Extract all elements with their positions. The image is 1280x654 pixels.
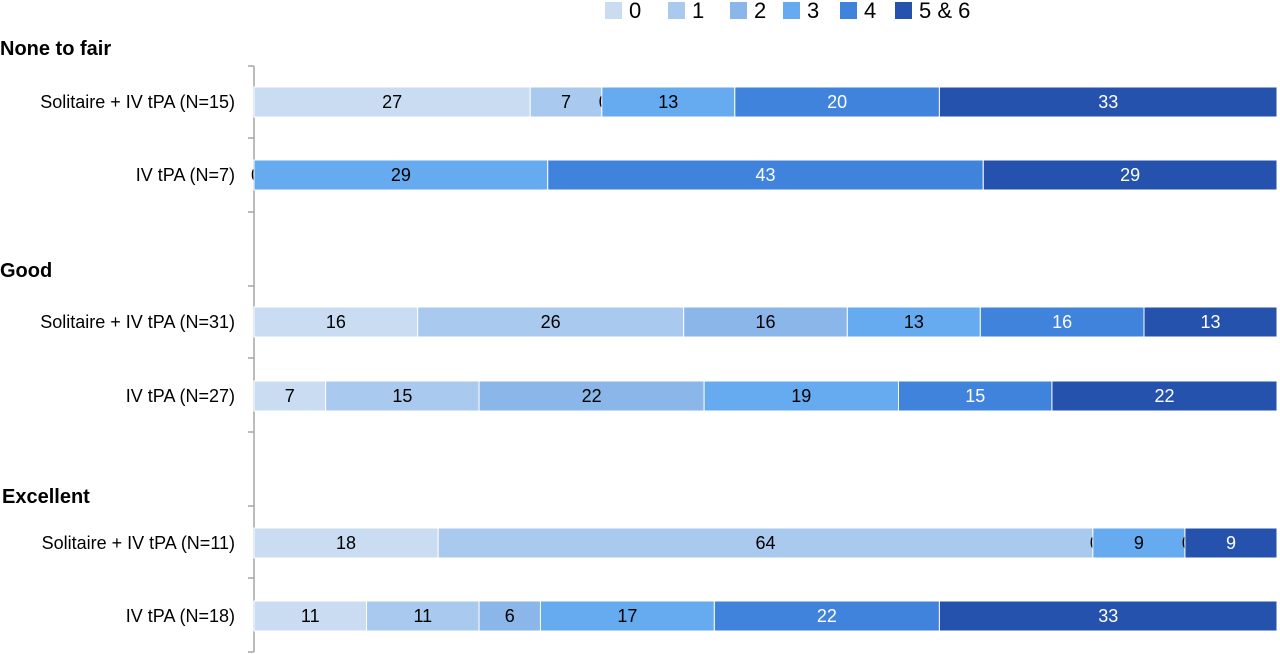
data-label: 22	[582, 386, 602, 406]
data-label: 13	[658, 92, 678, 112]
bar-segment	[417, 306, 685, 338]
bar-segment	[539, 600, 715, 632]
legend-item: 4	[840, 0, 876, 23]
bar-segment	[1143, 306, 1278, 338]
row-label: Solitaire + IV tPA (N=31)	[40, 312, 235, 332]
data-label: 16	[326, 312, 346, 332]
data-label: 15	[965, 386, 985, 406]
row-label: IV tPA (N=27)	[126, 386, 235, 406]
data-label: 29	[391, 165, 411, 185]
bar-segment	[897, 380, 1053, 412]
legend-swatch	[605, 2, 622, 19]
data-label: 27	[382, 92, 402, 112]
bar-segment	[253, 527, 439, 559]
bar-row: 2770132033	[253, 86, 1278, 118]
legend-label: 1	[692, 0, 704, 23]
bar-segment	[478, 600, 541, 632]
data-label: 6	[505, 606, 515, 626]
data-label: 15	[392, 386, 412, 406]
bar-segment	[1051, 380, 1278, 412]
bar-segment	[1184, 527, 1278, 559]
data-label: 7	[561, 92, 571, 112]
legend-item: 3	[783, 0, 819, 23]
legend-swatch	[730, 2, 747, 19]
category-labels: None to fair Solitaire + IV tPA (N=15) IV …	[0, 38, 235, 626]
data-label: 33	[1098, 92, 1118, 112]
data-label: 16	[755, 312, 775, 332]
group-label: Good	[0, 260, 52, 282]
data-label: 7	[285, 386, 295, 406]
data-label: 20	[827, 92, 847, 112]
bar-segment	[938, 600, 1278, 632]
data-label: 9	[1134, 533, 1144, 553]
bar-segment	[437, 527, 1094, 559]
data-label: 22	[817, 606, 837, 626]
row-label: Solitaire + IV tPA (N=15)	[40, 92, 235, 112]
group-label: None to fair	[0, 38, 111, 60]
row-label: IV tPA (N=7)	[136, 165, 235, 185]
bar-segment	[529, 86, 603, 118]
data-label: 9	[1226, 533, 1236, 553]
data-label: 26	[541, 312, 561, 332]
legend-label: 5 & 6	[919, 0, 970, 23]
chart-legend: 0 1 2 3 4 5 & 6	[605, 0, 970, 23]
legend-swatch	[668, 2, 685, 19]
row-label: IV tPA (N=18)	[126, 606, 235, 626]
bar-segment	[253, 600, 368, 632]
bar-segment	[1092, 527, 1186, 559]
data-label: 29	[1120, 165, 1140, 185]
legend-swatch	[895, 2, 912, 19]
bar-segment	[982, 159, 1278, 191]
bar-segment	[703, 380, 899, 412]
bar-segment	[253, 380, 327, 412]
legend-item: 5 & 6	[895, 0, 970, 23]
data-label: 22	[1154, 386, 1174, 406]
row-label: Solitaire + IV tPA (N=11)	[42, 533, 235, 553]
bar-segment	[325, 380, 480, 412]
data-label: 11	[413, 606, 432, 626]
bar-row: 7 15 22 19 15 22	[253, 380, 1278, 412]
data-label: 11	[301, 606, 320, 626]
data-label: 16	[1052, 312, 1072, 332]
data-label: 13	[1200, 312, 1220, 332]
legend-item: 0	[605, 0, 641, 23]
group-label: Excellent	[2, 486, 90, 508]
bar-segment	[601, 86, 736, 118]
bar-segment	[846, 306, 981, 338]
legend-label: 4	[864, 0, 876, 23]
legend-label: 3	[807, 0, 819, 23]
data-label: 18	[336, 533, 356, 553]
legend-item: 1	[668, 0, 704, 23]
bar-row: 0294329	[251, 159, 1278, 191]
bar-segment	[253, 159, 549, 191]
bar-segment	[713, 600, 940, 632]
legend-label: 2	[754, 0, 766, 23]
bars-area: 2770132033029432916261613161371522191522…	[251, 86, 1278, 632]
bar-row: 11 11 6 17 22 33	[253, 600, 1278, 632]
legend-item: 2	[730, 0, 766, 23]
legend-swatch	[783, 2, 800, 19]
bar-row: 18640909	[253, 527, 1278, 559]
data-label: 33	[1098, 606, 1118, 626]
legend-label: 0	[629, 0, 641, 23]
data-label: 19	[791, 386, 811, 406]
bar-segment	[734, 86, 940, 118]
bar-row: 16 26 16 13 16 13	[253, 306, 1278, 338]
category-axis	[248, 65, 255, 653]
data-label: 43	[755, 165, 775, 185]
data-label: 64	[755, 533, 775, 553]
legend-swatch	[840, 2, 857, 19]
bar-segment	[979, 306, 1145, 338]
bar-segment	[938, 86, 1278, 118]
data-label: 13	[904, 312, 924, 332]
bar-segment	[547, 159, 984, 191]
bar-segment	[253, 306, 419, 338]
data-label: 17	[617, 606, 637, 626]
